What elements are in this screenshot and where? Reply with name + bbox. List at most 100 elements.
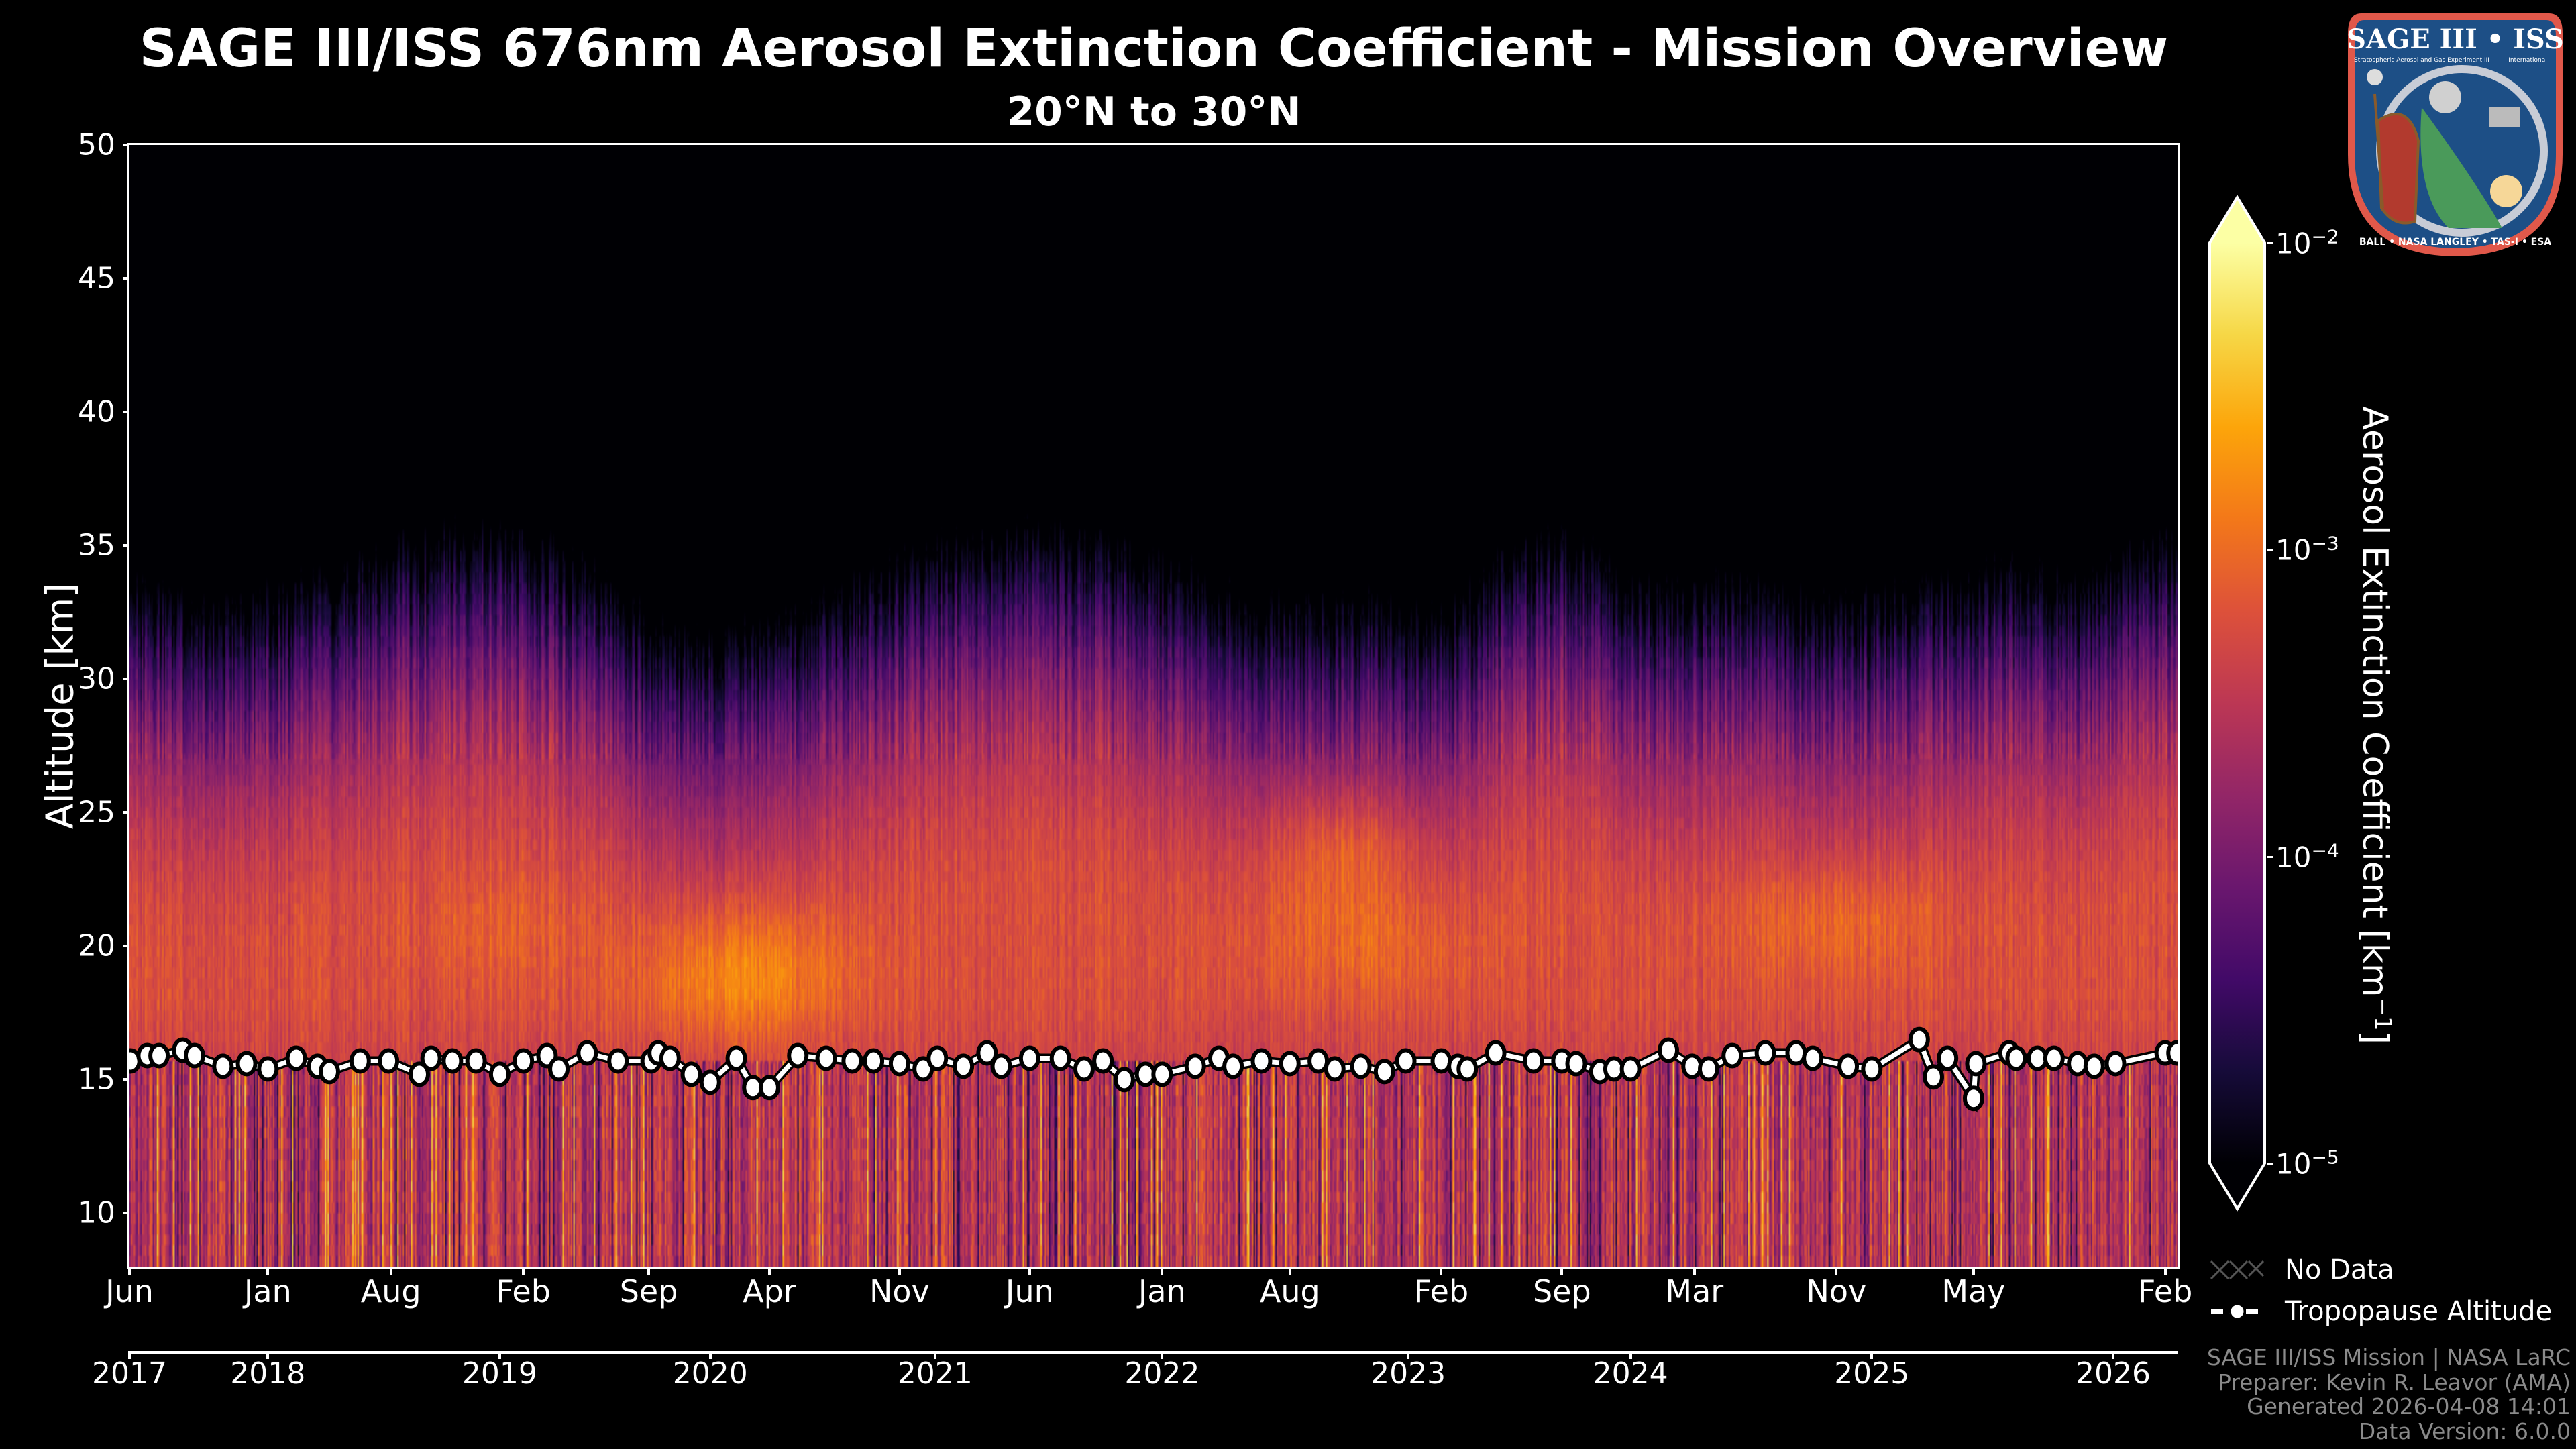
year-tick-mark bbox=[266, 1351, 270, 1359]
colorbar-tick-label: 10−5 bbox=[2275, 1146, 2339, 1181]
x-tick-mark bbox=[1835, 1267, 1838, 1275]
svg-text:BALL • NASA LANGLEY • TAS-I •: BALL • NASA LANGLEY • TAS-I • ESA bbox=[2359, 237, 2551, 248]
y-tick-mark bbox=[123, 411, 129, 414]
colorbar-tick-base: 10 bbox=[2275, 227, 2312, 260]
x-tick-mark bbox=[767, 1267, 771, 1275]
colorbar-label-exponent: −1 bbox=[2369, 997, 2397, 1031]
colorbar-outline bbox=[2208, 195, 2266, 1212]
x-tick-mark bbox=[522, 1267, 525, 1275]
tropopause-marker bbox=[1962, 1085, 1984, 1112]
x-tick-month-label: Jan bbox=[1138, 1273, 1186, 1309]
y-tick-label: 45 bbox=[78, 261, 115, 296]
tropopause-marker bbox=[2005, 1045, 2027, 1071]
tropopause-marker bbox=[607, 1048, 629, 1074]
tropopause-marker bbox=[758, 1075, 780, 1101]
colorbar-extend-bottom bbox=[2210, 1163, 2265, 1209]
x-tick-mark bbox=[898, 1267, 901, 1275]
tropopause-marker bbox=[1395, 1048, 1417, 1074]
tropopause-marker bbox=[1754, 1040, 1776, 1066]
year-tick-mark bbox=[128, 1351, 131, 1359]
tropopause-marker bbox=[548, 1056, 570, 1082]
x-tick-month-label: Aug bbox=[360, 1273, 421, 1309]
colorbar-tick-mark bbox=[2267, 549, 2273, 551]
tropopause-marker bbox=[318, 1059, 340, 1085]
tropopause-marker bbox=[1018, 1045, 1040, 1071]
y-tick-mark bbox=[123, 1078, 129, 1081]
tropopause-marker bbox=[441, 1048, 464, 1074]
tropopause-marker bbox=[1565, 1051, 1587, 1077]
svg-text:SAGE III • ISS: SAGE III • ISS bbox=[2347, 23, 2564, 55]
x-tick-year-label: 2026 bbox=[2076, 1356, 2151, 1391]
colorbar bbox=[2208, 195, 2266, 1212]
tropopause-marker bbox=[1092, 1048, 1114, 1074]
tropopause-marker bbox=[1049, 1045, 1071, 1071]
tropopause-marker bbox=[1658, 1037, 1680, 1063]
x-tick-month-label: Sep bbox=[1532, 1273, 1591, 1309]
tropopause-marker bbox=[1937, 1045, 1959, 1071]
tropopause-marker bbox=[2166, 1040, 2178, 1066]
y-tick-label: 20 bbox=[78, 928, 115, 963]
tropopause-marker bbox=[1721, 1042, 1743, 1069]
tropopause-marker bbox=[1373, 1059, 1395, 1085]
colorbar-label: Aerosol Extinction Coefficient [km−1] bbox=[2355, 356, 2396, 1094]
y-tick-mark bbox=[123, 945, 129, 948]
x-tick-month-label: Jun bbox=[105, 1273, 154, 1309]
year-tick-mark bbox=[498, 1351, 501, 1359]
tropopause-marker bbox=[1350, 1053, 1372, 1079]
colorbar-tick-mark bbox=[2267, 855, 2273, 858]
tropopause-marker bbox=[576, 1040, 598, 1066]
x-tick-year-label: 2024 bbox=[1593, 1356, 1668, 1391]
colorbar-tick-label: 10−2 bbox=[2275, 226, 2339, 260]
y-tick-label: 10 bbox=[78, 1195, 115, 1230]
tropopause-marker bbox=[1697, 1056, 1719, 1082]
tropopause-marker bbox=[257, 1056, 279, 1082]
tropopause-marker bbox=[953, 1053, 975, 1079]
legend-no-data: No Data bbox=[2210, 1253, 2394, 1287]
y-tick-mark bbox=[123, 678, 129, 681]
x-tick-month-label: Apr bbox=[743, 1273, 796, 1309]
x-tick-mark bbox=[1288, 1267, 1291, 1275]
tropopause-marker bbox=[349, 1048, 371, 1074]
heatmap-plot-area bbox=[127, 143, 2180, 1269]
tropopause-marker bbox=[1908, 1026, 1930, 1053]
x-tick-mark bbox=[266, 1267, 270, 1275]
tropopause-marker bbox=[841, 1048, 863, 1074]
tropopause-marker bbox=[1250, 1048, 1273, 1074]
y-tick-mark bbox=[123, 1212, 129, 1215]
colorbar-label-text: Aerosol Extinction Coefficient [km bbox=[2354, 406, 2395, 998]
footer-mission: SAGE III/ISS Mission | NASA LaRC bbox=[2206, 1344, 2571, 1371]
tropopause-marker bbox=[148, 1042, 170, 1069]
footer-version: Data Version: 6.0.0 bbox=[2358, 1417, 2571, 1444]
tropopause-marker bbox=[1619, 1056, 1642, 1082]
colorbar-tick-base: 10 bbox=[2275, 533, 2312, 567]
tropopause-marker bbox=[976, 1040, 998, 1066]
colorbar-tick-mark bbox=[2267, 242, 2273, 244]
legend-tropopause: Tropopause Altitude bbox=[2210, 1295, 2552, 1328]
x-tick-year-label: 2019 bbox=[462, 1356, 537, 1391]
y-tick-mark bbox=[123, 811, 129, 814]
tropopause-marker bbox=[1222, 1053, 1244, 1079]
x-tick-month-label: May bbox=[1941, 1273, 2006, 1309]
x-tick-month-label: Aug bbox=[1259, 1273, 1320, 1309]
tropopause-overlay bbox=[129, 1026, 2178, 1113]
colorbar-tick-exponent: −4 bbox=[2311, 839, 2339, 862]
x-tick-month-label: Feb bbox=[496, 1273, 551, 1309]
footer-generated: Generated 2026-04-08 14:01 bbox=[2247, 1393, 2571, 1419]
tropopause-marker bbox=[1965, 1051, 1987, 1077]
x-tick-year-label: 2022 bbox=[1124, 1356, 1200, 1391]
x-tick-mark bbox=[2163, 1267, 2167, 1275]
x-tick-month-label: Nov bbox=[1806, 1273, 1867, 1309]
colorbar-tick-exponent: −3 bbox=[2311, 532, 2339, 555]
tropopause-marker bbox=[378, 1048, 400, 1074]
year-tick-mark bbox=[933, 1351, 936, 1359]
x-tick-month-label: Jan bbox=[244, 1273, 292, 1309]
x-tick-mark bbox=[1440, 1267, 1443, 1275]
tropopause-marker bbox=[659, 1045, 681, 1071]
footer-preparer: Preparer: Kevin R. Leavor (AMA) bbox=[2218, 1368, 2571, 1395]
x-tick-month-label: Feb bbox=[2137, 1273, 2193, 1309]
tropopause-marker bbox=[465, 1048, 487, 1074]
colorbar-tick-exponent: −5 bbox=[2311, 1146, 2339, 1169]
y-tick-mark bbox=[123, 544, 129, 547]
x-tick-mark bbox=[1972, 1267, 1975, 1275]
colorbar-tick-mark bbox=[2267, 1163, 2273, 1165]
